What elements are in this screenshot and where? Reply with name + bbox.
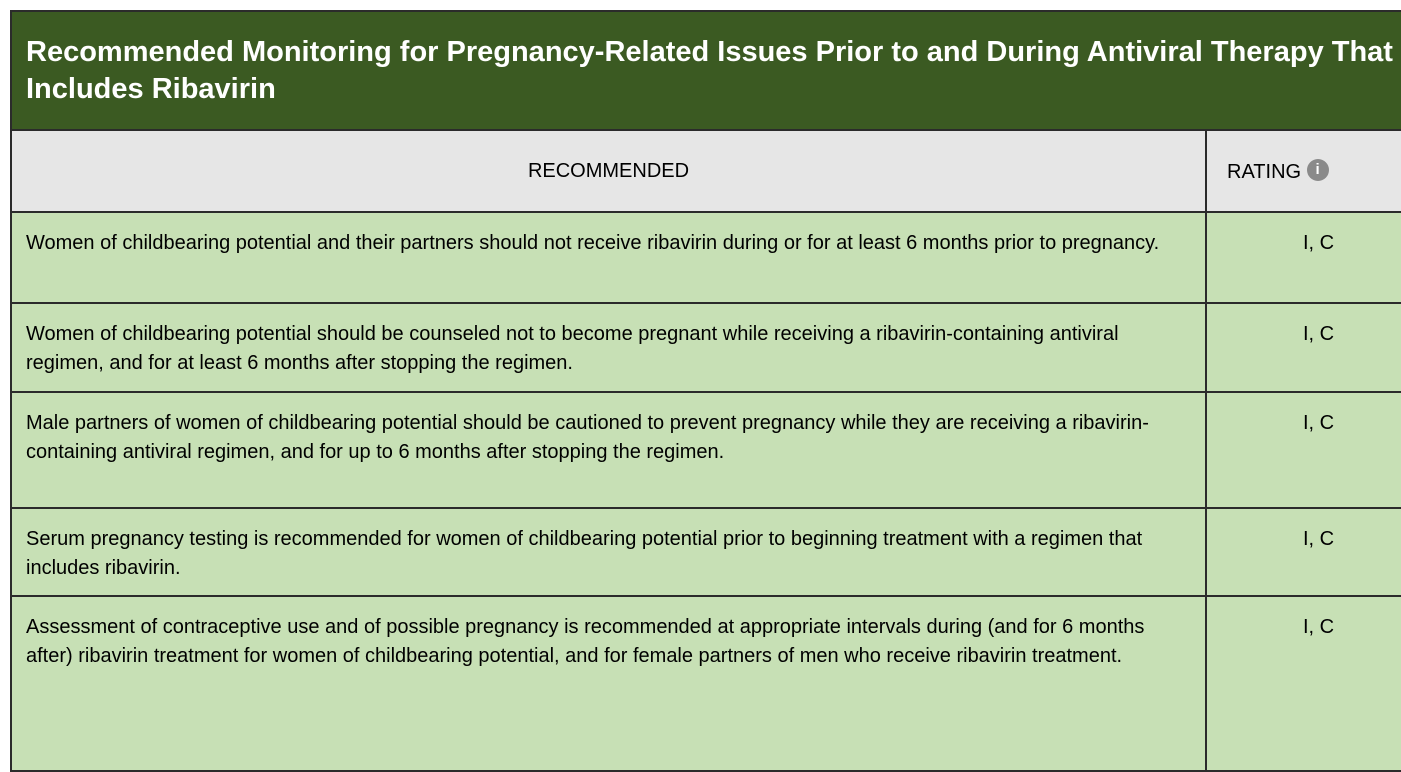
row: Women of childbearing potential should b… [10,302,1401,393]
table-body: Women of childbearing potential and thei… [10,211,1401,772]
recommendation: Serum pregnancy testing is recommended f… [10,507,1207,597]
header-text: RECOMMENDED [527,159,690,182]
row: Serum pregnancy testing is recommended f… [10,507,1401,597]
recommendation: Women of childbearing potential and thei… [10,211,1207,304]
info-icon[interactable]: i [1306,158,1329,181]
header-text: RATING [1227,160,1302,183]
recommendation: Assessment of contraceptive use and of p… [10,595,1207,772]
rating: I, C [1205,391,1401,509]
row: Assessment of contraceptive use and of p… [10,595,1401,772]
rating: I, C [1205,302,1401,393]
recommendation: Women of childbearing potential should b… [10,302,1207,393]
header-cell: RATING i [1205,129,1401,213]
rating: I, C [1205,507,1401,597]
header-row: RECOMMENDED RATING i [10,129,1401,213]
rating: I, C [1205,211,1401,304]
rating: I, C [1205,595,1401,772]
row: Male partners of women of childbearing p… [10,391,1401,509]
title: Recommended Monitoring for Pregnancy-Rel… [10,10,1401,129]
table: RECOMMENDED RATING i Women of childbeari… [10,129,1401,772]
recommendation: Male partners of women of childbearing p… [10,391,1207,509]
row: Women of childbearing potential and thei… [10,211,1401,304]
panel: Recommended Monitoring for Pregnancy-Rel… [10,10,1401,772]
header-cell: RECOMMENDED [10,129,1207,213]
